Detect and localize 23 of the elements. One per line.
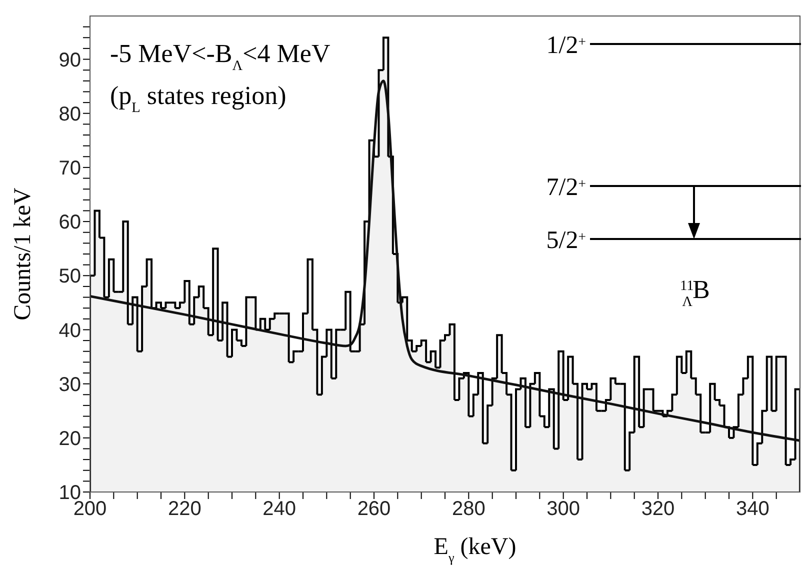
x-tick-label: 260: [357, 498, 391, 520]
y-tick-label: 50: [58, 266, 81, 288]
y-axis-title: Counts/1 keV: [10, 187, 36, 320]
y-tick-label: 60: [58, 212, 81, 234]
y-tick-label: 30: [58, 374, 81, 396]
y-tick-label: 40: [58, 320, 81, 342]
y-tick-label: 90: [58, 49, 81, 72]
x-tick-label: 280: [452, 498, 486, 520]
x-axis-title: E$_{γ}$ (keV): [434, 534, 516, 564]
x-tick-label: 340: [736, 498, 770, 520]
y-tick-label: 70: [58, 158, 81, 180]
x-tick-label: 300: [546, 498, 580, 520]
annotation: -5 MeV<-B$_{Λ}$<4 MeV: [110, 39, 330, 74]
x-tick-label: 220: [168, 498, 202, 520]
line-series: [90, 80, 800, 442]
x-tick-label: 320: [641, 498, 675, 520]
y-tick-label: 80: [58, 103, 81, 126]
y-tick-label: 20: [58, 428, 81, 450]
x-tick-label: 240: [262, 498, 296, 520]
annotation: 5/2$^{+}$: [546, 227, 586, 254]
annotation: 7/2$^{+}$: [546, 174, 586, 201]
annotation: (p$_{L}$ states region): [110, 81, 286, 116]
annotation: 1/2$^{+}$: [546, 32, 586, 59]
